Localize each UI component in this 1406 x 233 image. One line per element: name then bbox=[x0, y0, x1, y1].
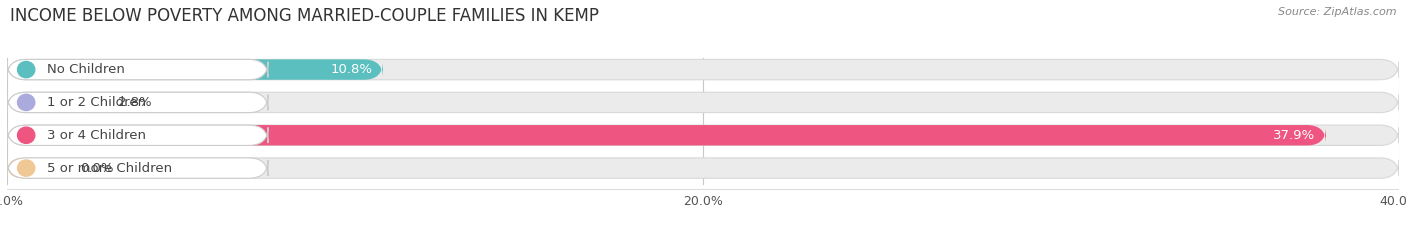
FancyBboxPatch shape bbox=[7, 158, 70, 178]
FancyBboxPatch shape bbox=[7, 125, 1399, 145]
FancyBboxPatch shape bbox=[7, 158, 1399, 178]
Text: Source: ZipAtlas.com: Source: ZipAtlas.com bbox=[1278, 7, 1396, 17]
FancyBboxPatch shape bbox=[7, 59, 269, 80]
FancyBboxPatch shape bbox=[7, 92, 104, 113]
FancyBboxPatch shape bbox=[7, 125, 269, 145]
Circle shape bbox=[17, 62, 35, 78]
FancyBboxPatch shape bbox=[7, 92, 269, 113]
Text: 2.8%: 2.8% bbox=[118, 96, 152, 109]
Text: No Children: No Children bbox=[46, 63, 125, 76]
Text: 1 or 2 Children: 1 or 2 Children bbox=[46, 96, 146, 109]
FancyBboxPatch shape bbox=[7, 59, 382, 80]
FancyBboxPatch shape bbox=[7, 125, 1326, 145]
FancyBboxPatch shape bbox=[7, 158, 269, 178]
Text: 0.0%: 0.0% bbox=[80, 161, 114, 175]
FancyBboxPatch shape bbox=[7, 92, 1399, 113]
Circle shape bbox=[17, 94, 35, 110]
FancyBboxPatch shape bbox=[7, 59, 1399, 80]
Circle shape bbox=[17, 160, 35, 176]
Text: 37.9%: 37.9% bbox=[1274, 129, 1316, 142]
Text: INCOME BELOW POVERTY AMONG MARRIED-COUPLE FAMILIES IN KEMP: INCOME BELOW POVERTY AMONG MARRIED-COUPL… bbox=[10, 7, 599, 25]
Circle shape bbox=[17, 127, 35, 143]
Text: 10.8%: 10.8% bbox=[330, 63, 373, 76]
Text: 3 or 4 Children: 3 or 4 Children bbox=[46, 129, 146, 142]
Text: 5 or more Children: 5 or more Children bbox=[46, 161, 172, 175]
